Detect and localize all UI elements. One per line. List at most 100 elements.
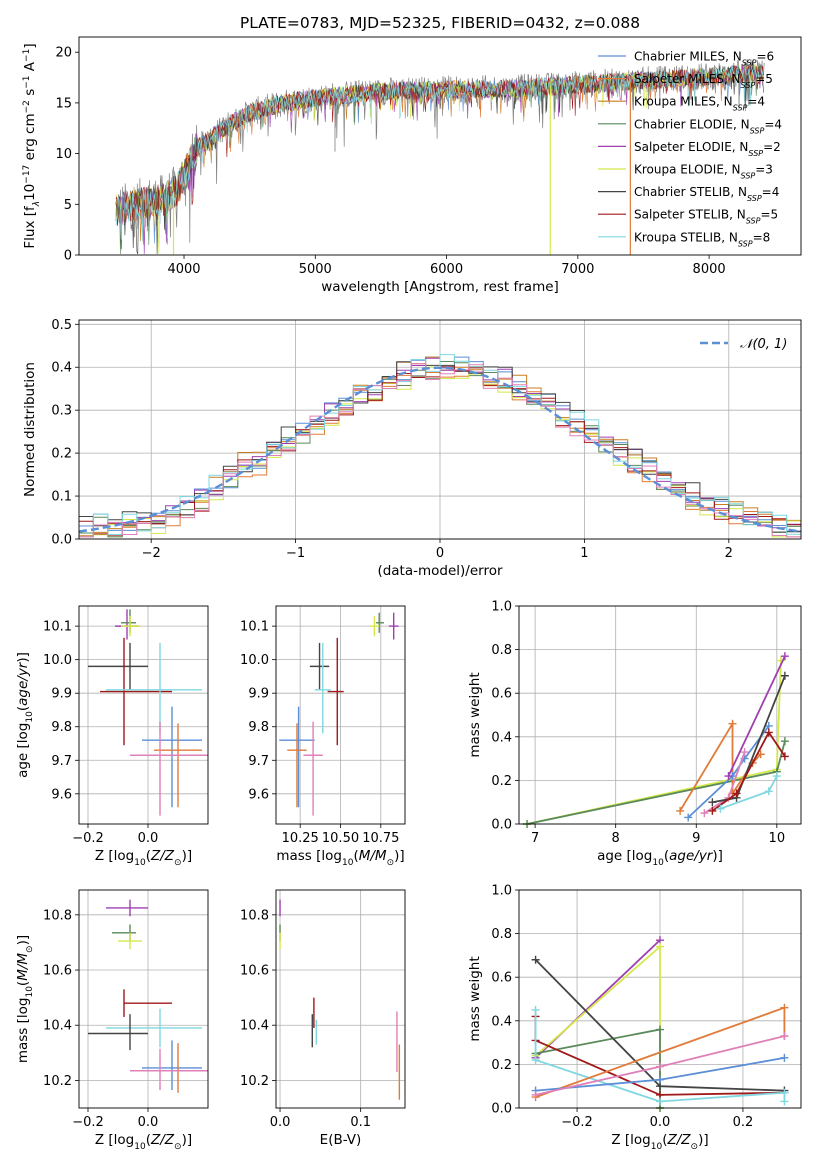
error-bar-point <box>142 706 202 808</box>
error-bar-point <box>369 616 380 637</box>
y-tick-label: 10.4 <box>43 1019 72 1034</box>
weight_vs_Z-xlabel: Z [log10(Z/Z⊙)] <box>611 1132 708 1152</box>
y-tick-label: 9.9 <box>51 687 72 702</box>
x-tick-label: 0 <box>436 546 444 561</box>
x-tick-label: 7 <box>531 831 539 846</box>
weight-marker <box>780 737 789 746</box>
weight_vs_age-ylabel: mass weight <box>467 672 483 757</box>
weight_vs_age-axes: 7 8 9 10 0.0 0.2 0.4 0.6 0.8 1.0 <box>491 600 801 846</box>
x-tick-label: 0.0 <box>650 1115 671 1130</box>
spectrum-model-6 <box>115 65 764 255</box>
error-bar-point <box>112 924 136 942</box>
legend-label: Salpeter STELIB, NSSP=5 <box>634 208 778 226</box>
weight-marker <box>656 1097 664 1106</box>
residual-histograms <box>78 354 802 538</box>
legend-label: Chabrier MILES, NSSP=6 <box>634 50 774 68</box>
spectrum-frame <box>78 36 802 256</box>
weight-marker <box>700 809 709 818</box>
weight-marker <box>780 1003 789 1012</box>
error-bar-point <box>88 642 148 690</box>
age_vs_Z-frame <box>78 605 209 825</box>
error-bar-point <box>106 899 148 917</box>
y-tick-label: 9.8 <box>51 720 72 735</box>
y-tick-label: 0.2 <box>51 447 72 462</box>
y-tick-label: 0.2 <box>491 774 512 789</box>
y-tick-label: 20 <box>55 46 72 61</box>
residuals-frame <box>78 319 802 540</box>
error-bar-point <box>106 1008 202 1048</box>
legend-label: Chabrier ELODIE, NSSP=4 <box>634 117 782 135</box>
weight-line <box>687 725 770 819</box>
age_vs_Z-points <box>88 609 208 816</box>
y-tick-label: 1.0 <box>491 884 512 899</box>
y-tick-label: 10.0 <box>43 653 72 668</box>
histogram-series-8 <box>79 354 801 538</box>
x-tick-label: −0.2 <box>72 1115 104 1130</box>
normal-curve <box>78 366 802 533</box>
y-tick-label: 10.1 <box>240 620 269 635</box>
error-bar-point <box>327 637 344 746</box>
x-tick-label: 6000 <box>430 262 463 277</box>
weight-marker <box>724 772 733 781</box>
legend-label: Kroupa STELIB, NSSP=8 <box>634 230 770 248</box>
weight-marker <box>780 1097 789 1106</box>
y-tick-label: 0.5 <box>51 318 72 333</box>
weight-marker <box>780 1088 789 1097</box>
x-tick-label: 0.2 <box>733 1115 754 1130</box>
weight_vs_Z-series <box>531 936 789 1112</box>
weight-marker <box>656 942 664 951</box>
x-tick-label: 1 <box>580 546 588 561</box>
age_vs_Z-axes: −0.2 0.0 9.6 9.7 9.8 9.9 10.0 10.1 <box>43 606 208 846</box>
mass_vs_Z-ylabel: mass [log10(M/M⊙)] <box>15 935 35 1063</box>
y-tick-label: 0.4 <box>491 1014 512 1029</box>
y-tick-label: 10.6 <box>43 964 72 979</box>
mass_vs_Z-points <box>88 899 208 1093</box>
weight-marker <box>732 789 741 798</box>
legend-label: Kroupa MILES, NSSP=4 <box>634 95 765 113</box>
error-bar-point <box>309 642 330 690</box>
y-tick-label: 9.7 <box>248 754 269 769</box>
figure-title: PLATE=0783, MJD=52325, FIBERID=0432, z=0… <box>240 14 640 32</box>
y-tick-label: 0.0 <box>491 1102 512 1117</box>
weight-marker <box>780 1053 789 1062</box>
y-tick-label: 10.8 <box>240 908 269 923</box>
y-tick-label: 0.2 <box>491 1058 512 1073</box>
x-tick-label: 0.0 <box>270 1115 291 1130</box>
legend-label: Salpeter MILES, NSSP=5 <box>634 72 773 90</box>
y-tick-label: 9.6 <box>248 787 269 802</box>
weight_vs_age-xlabel: age [log10(age/yr)] <box>597 848 723 868</box>
x-tick-label: 9 <box>692 831 700 846</box>
x-tick-label: 8 <box>612 831 620 846</box>
age_vs_Z-xlabel: Z [log10(Z/Z⊙)] <box>95 848 192 868</box>
spectrum-legend: Chabrier MILES, NSSP=6 Salpeter MILES, NS… <box>598 50 782 248</box>
spectrum-lines <box>115 58 765 255</box>
weight_vs_age-series <box>523 652 789 828</box>
residuals-legend-label: 𝒩(0, 1) <box>740 337 787 352</box>
y-tick-label: 0.8 <box>491 927 512 942</box>
y-tick-label: 10.2 <box>240 1074 269 1089</box>
mass_vs_ebv-frame <box>275 889 406 1109</box>
x-tick-label: 10.50 <box>322 831 359 846</box>
mass_vs_ebv-points <box>279 899 401 1100</box>
y-tick-label: 0.4 <box>51 361 72 376</box>
x-tick-label: 7000 <box>561 262 594 277</box>
weight_vs_Z-ylabel: mass weight <box>467 956 483 1041</box>
error-bar-point <box>106 642 202 734</box>
y-tick-label: 0.4 <box>491 730 512 745</box>
y-tick-label: 10.0 <box>240 653 269 668</box>
error-bar-point <box>100 637 172 746</box>
mass_vs_ebv-axes: 0.0 0.1 10.2 10.4 10.6 10.8 <box>240 890 405 1130</box>
weight-marker <box>716 804 725 813</box>
weight-line <box>727 655 786 777</box>
spectrum-model-8 <box>115 64 764 242</box>
weight-marker <box>656 1075 664 1084</box>
mass_vs_Z-xlabel: Z [log10(Z/Z⊙)] <box>95 1132 192 1152</box>
y-tick-label: 0 <box>64 249 72 264</box>
weight-marker <box>780 652 789 661</box>
x-tick-label: 2 <box>725 546 733 561</box>
y-tick-label: 0.3 <box>51 404 72 419</box>
age_vs_mass-axes: 10.25 10.50 10.75 9.6 9.7 9.8 9.9 10.0 10.1 <box>240 606 405 846</box>
x-tick-label: −1 <box>286 546 305 561</box>
